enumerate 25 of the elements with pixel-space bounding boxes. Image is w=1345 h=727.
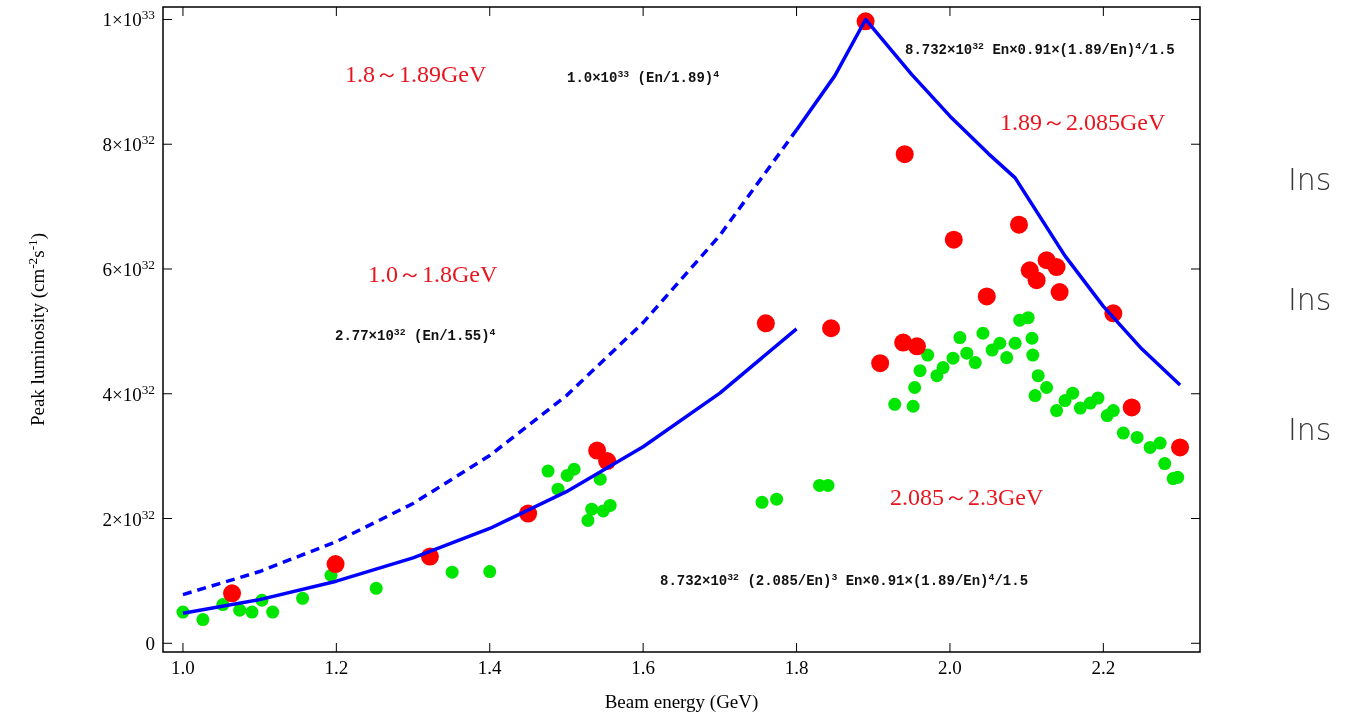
annotation: 1.0～1.8GeV [368, 261, 498, 287]
annotation: 8.732×10$^{32}$ En×0.91×(1.89/En)$^{4}$/1.5 [905, 40, 1175, 58]
text: Ins [1288, 162, 1332, 197]
x-tick-label: 1.2 [324, 657, 349, 678]
y-tick-label: 4×10$^{32}$ [102, 381, 155, 405]
x-tick-label: 1.0 [171, 657, 195, 678]
y-tick-label: 6×10$^{32}$ [102, 256, 155, 280]
annotation: 2.77×10$^{32}$ (En/1.55)$^{4}$ [335, 326, 496, 344]
x-tick-label: 1.8 [784, 657, 809, 678]
annotation: 1.0×10$^{33}$ (En/1.89)$^{4}$ [567, 68, 720, 86]
x-axis-title: Beam energy (GeV) [604, 691, 759, 713]
x-tick-label: 1.6 [631, 657, 656, 678]
x-tick-label: 2.0 [938, 657, 962, 678]
y-tick-label: 0 [145, 633, 155, 655]
y-tick-label: 2×10$^{32}$ [102, 506, 155, 530]
x-tick-label: 1.4 [477, 657, 503, 678]
text: Ins [1288, 282, 1332, 317]
annotation: 2.085～2.3GeV [890, 484, 1044, 510]
y-tick-label: 8×10$^{32}$ [102, 131, 155, 156]
annotation: 1.89～2.085GeV [1000, 109, 1166, 135]
text: Ins [1288, 412, 1332, 447]
y-tick-label: 1×10$^{33}$ [102, 6, 156, 31]
annotation: 1.8～1.89GeV [345, 61, 487, 87]
annotation: 8.732×10$^{32}$ (2.085/En)$^{3}$ En×0.91×(1.89/En)$^{4}$/1.5 [660, 571, 1029, 589]
x-tick-label: 2.2 [1091, 657, 1116, 678]
